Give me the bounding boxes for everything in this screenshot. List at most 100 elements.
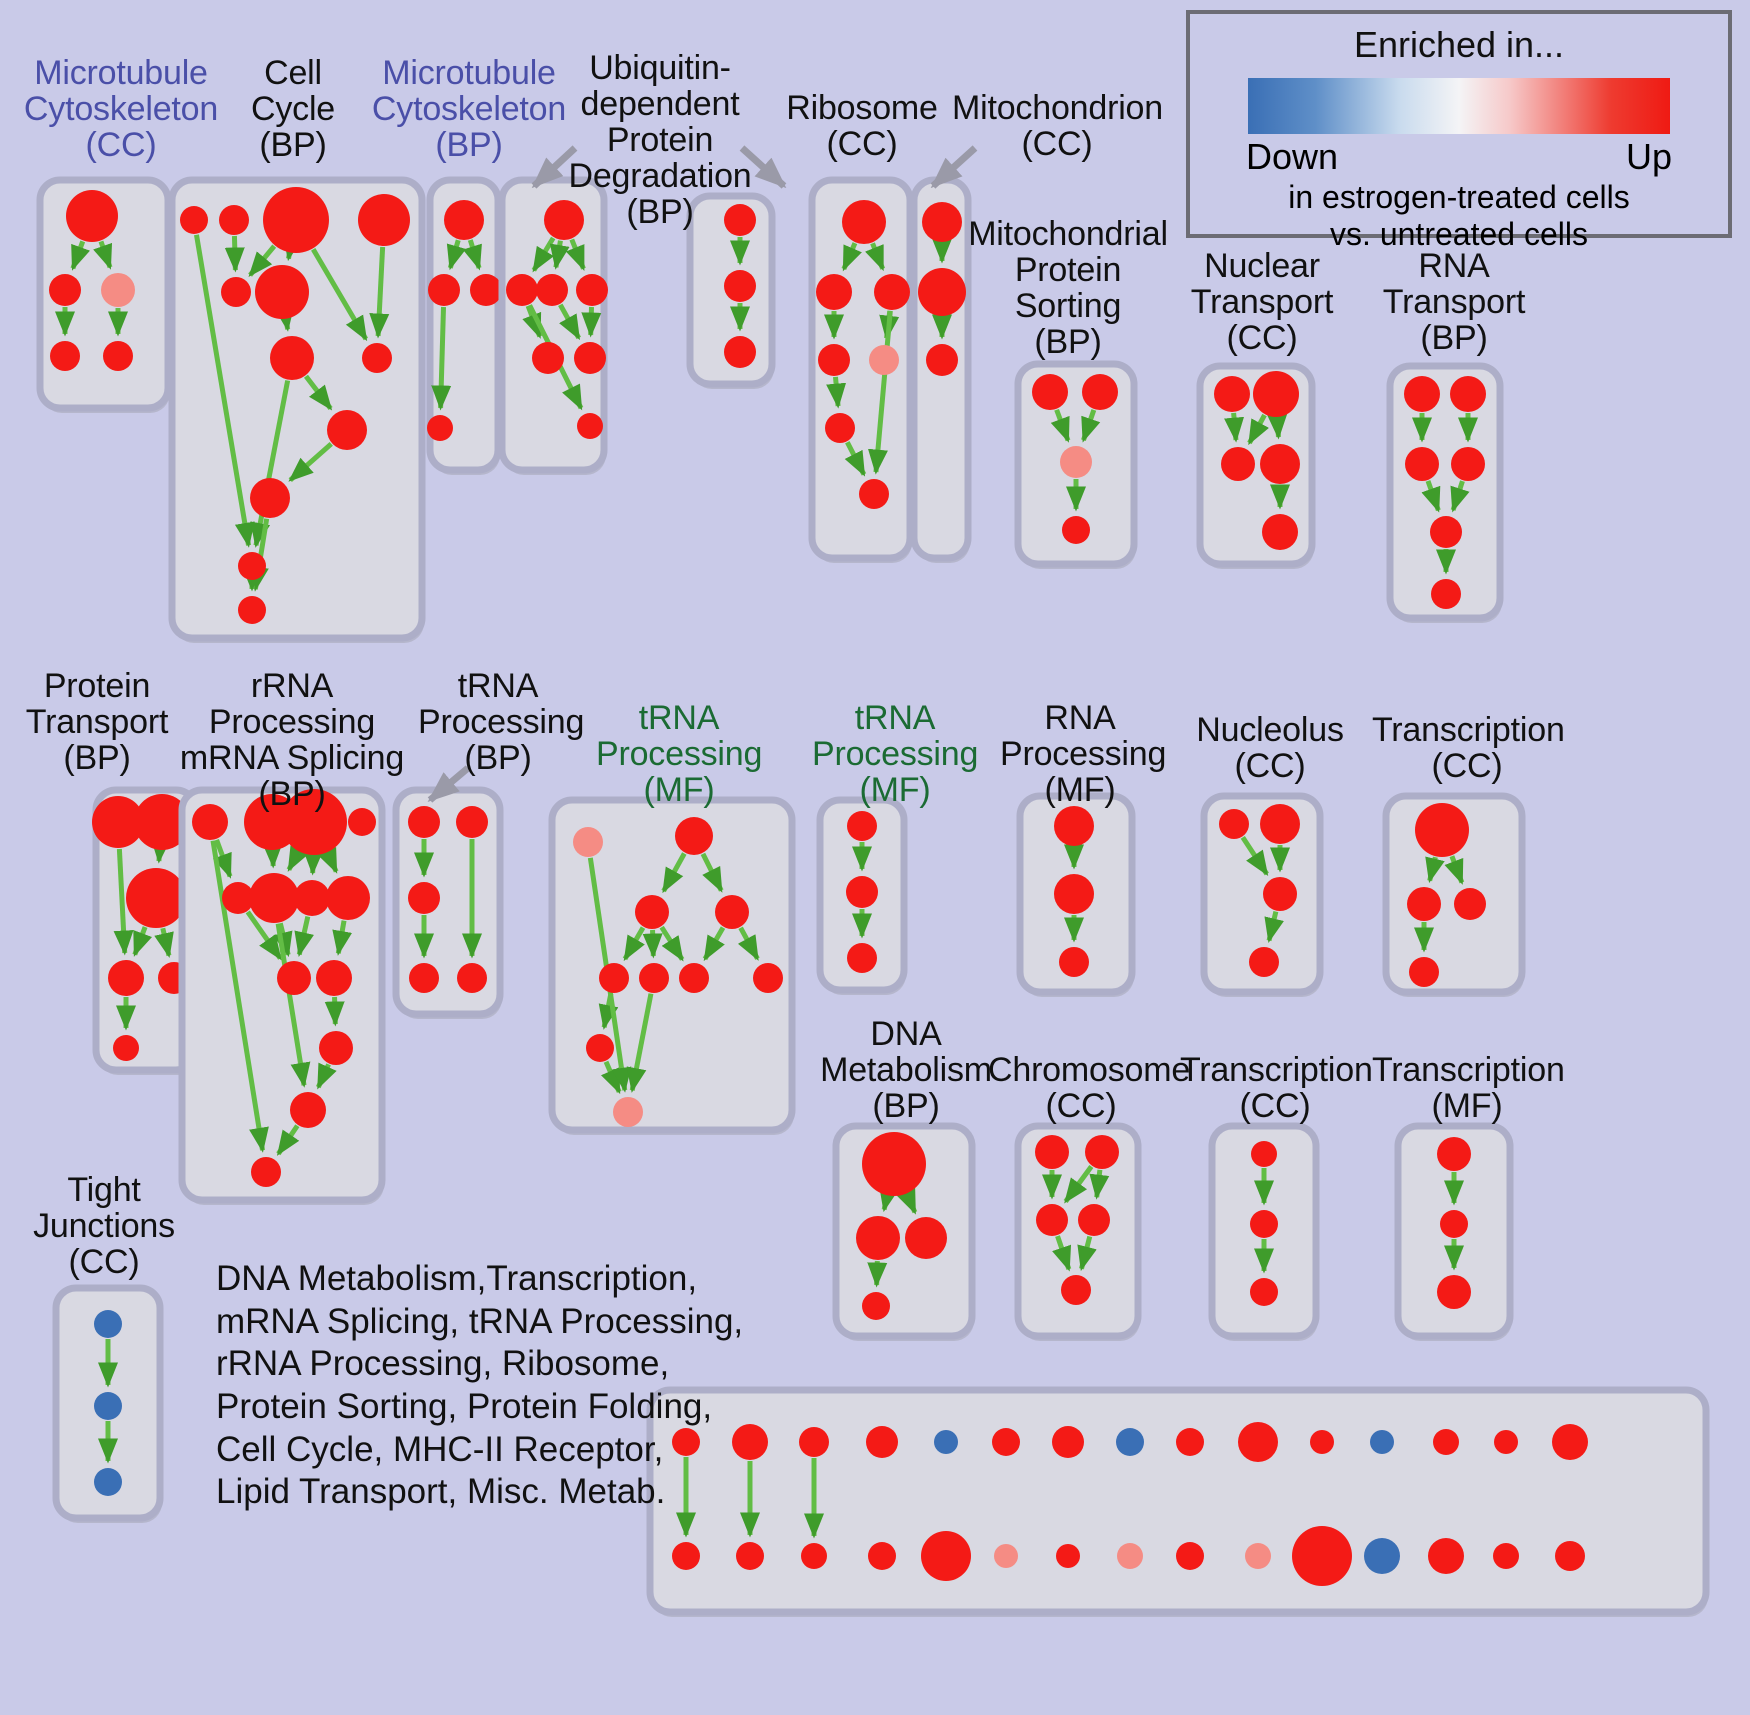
go-term-node[interactable]	[859, 479, 889, 509]
go-term-node[interactable]	[1292, 1526, 1352, 1586]
go-term-node[interactable]	[846, 876, 878, 908]
go-term-node[interactable]	[1437, 1137, 1471, 1171]
go-term-node[interactable]	[869, 345, 899, 375]
go-term-node[interactable]	[1056, 1544, 1080, 1568]
go-term-node[interactable]	[1078, 1204, 1110, 1236]
go-term-node[interactable]	[1433, 1429, 1459, 1455]
go-term-node[interactable]	[281, 789, 347, 855]
go-term-node[interactable]	[1253, 371, 1299, 417]
go-term-node[interactable]	[222, 882, 254, 914]
go-term-node[interactable]	[358, 194, 410, 246]
go-term-node[interactable]	[1117, 1543, 1143, 1569]
go-term-node[interactable]	[1260, 444, 1300, 484]
go-term-node[interactable]	[874, 274, 910, 310]
go-term-node[interactable]	[1451, 447, 1485, 481]
go-term-node[interactable]	[444, 200, 484, 240]
go-term-node[interactable]	[294, 880, 330, 916]
go-term-node[interactable]	[238, 596, 266, 624]
go-term-node[interactable]	[427, 415, 453, 441]
go-term-node[interactable]	[49, 274, 81, 306]
go-term-node[interactable]	[732, 1424, 768, 1460]
go-term-node[interactable]	[1494, 1430, 1518, 1454]
go-term-node[interactable]	[586, 1034, 614, 1062]
go-term-node[interactable]	[1221, 447, 1255, 481]
go-term-node[interactable]	[724, 336, 756, 368]
go-term-node[interactable]	[1250, 1210, 1278, 1238]
go-term-node[interactable]	[1245, 1543, 1271, 1569]
go-term-node[interactable]	[1450, 376, 1486, 412]
go-term-node[interactable]	[1176, 1428, 1204, 1456]
go-term-node[interactable]	[66, 190, 118, 242]
go-term-node[interactable]	[818, 344, 850, 376]
go-term-node[interactable]	[113, 1035, 139, 1061]
go-term-node[interactable]	[715, 895, 749, 929]
go-term-node[interactable]	[1431, 579, 1461, 609]
go-term-node[interactable]	[868, 1542, 896, 1570]
go-term-node[interactable]	[1035, 1135, 1069, 1169]
go-term-node[interactable]	[506, 274, 538, 306]
go-term-node[interactable]	[926, 344, 958, 376]
go-term-node[interactable]	[470, 274, 502, 306]
go-term-node[interactable]	[1364, 1538, 1400, 1574]
go-term-node[interactable]	[1263, 877, 1297, 911]
go-term-node[interactable]	[1062, 516, 1090, 544]
go-term-node[interactable]	[101, 273, 135, 307]
go-term-node[interactable]	[219, 205, 249, 235]
go-term-node[interactable]	[108, 960, 144, 996]
go-term-node[interactable]	[456, 806, 488, 838]
go-term-node[interactable]	[1036, 1204, 1068, 1236]
go-term-node[interactable]	[1085, 1135, 1119, 1169]
go-term-node[interactable]	[847, 811, 877, 841]
go-term-node[interactable]	[724, 270, 756, 302]
go-term-node[interactable]	[94, 1392, 122, 1420]
go-term-node[interactable]	[1250, 1278, 1278, 1306]
go-term-node[interactable]	[1370, 1430, 1394, 1454]
go-term-node[interactable]	[675, 817, 713, 855]
go-term-node[interactable]	[263, 187, 329, 253]
go-term-node[interactable]	[238, 552, 266, 580]
go-term-node[interactable]	[1054, 806, 1094, 846]
go-term-node[interactable]	[290, 1092, 326, 1128]
go-term-node[interactable]	[1407, 887, 1441, 921]
go-term-node[interactable]	[1060, 446, 1092, 478]
go-term-node[interactable]	[1409, 957, 1439, 987]
go-term-node[interactable]	[862, 1132, 926, 1196]
go-term-node[interactable]	[672, 1542, 700, 1570]
go-term-node[interactable]	[250, 478, 290, 518]
go-term-node[interactable]	[1555, 1541, 1585, 1571]
go-term-node[interactable]	[573, 827, 603, 857]
go-term-node[interactable]	[1310, 1430, 1334, 1454]
go-term-node[interactable]	[536, 274, 568, 306]
go-term-node[interactable]	[639, 963, 669, 993]
go-term-node[interactable]	[866, 1426, 898, 1458]
go-term-node[interactable]	[635, 895, 669, 929]
go-term-node[interactable]	[576, 274, 608, 306]
go-term-node[interactable]	[799, 1427, 829, 1457]
go-term-node[interactable]	[1032, 374, 1068, 410]
go-term-node[interactable]	[921, 1531, 971, 1581]
go-term-node[interactable]	[672, 1428, 700, 1456]
go-term-node[interactable]	[1440, 1210, 1468, 1238]
go-term-node[interactable]	[934, 1430, 958, 1454]
go-term-node[interactable]	[1214, 376, 1250, 412]
go-term-node[interactable]	[1052, 1426, 1084, 1458]
go-term-node[interactable]	[348, 808, 376, 836]
go-term-node[interactable]	[1437, 1275, 1471, 1309]
go-term-node[interactable]	[856, 1216, 900, 1260]
go-term-node[interactable]	[574, 342, 606, 374]
go-term-node[interactable]	[1262, 514, 1298, 550]
go-term-node[interactable]	[192, 804, 228, 840]
go-term-node[interactable]	[277, 961, 311, 995]
go-term-node[interactable]	[862, 1292, 890, 1320]
go-term-node[interactable]	[544, 200, 584, 240]
go-term-node[interactable]	[126, 868, 186, 928]
go-term-node[interactable]	[1552, 1424, 1588, 1460]
go-term-node[interactable]	[613, 1097, 643, 1127]
go-term-node[interactable]	[270, 336, 314, 380]
go-term-node[interactable]	[408, 882, 440, 914]
go-term-node[interactable]	[1430, 516, 1462, 548]
go-term-node[interactable]	[319, 1031, 353, 1065]
go-term-node[interactable]	[736, 1542, 764, 1570]
go-term-node[interactable]	[1219, 809, 1249, 839]
go-term-node[interactable]	[94, 1310, 122, 1338]
